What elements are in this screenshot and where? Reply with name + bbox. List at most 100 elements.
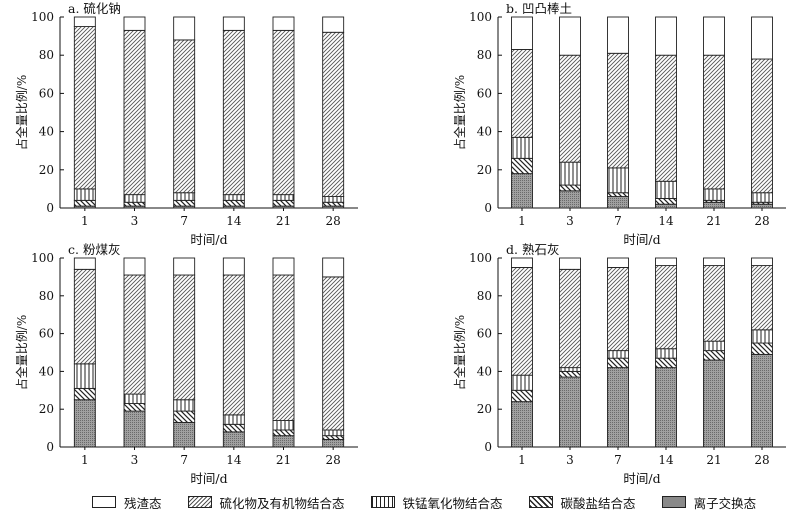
bar-segment-femn-1 [73,188,96,201]
legend-label-sulfide: 硫化物及有机物结合态 [219,495,345,511]
bar-segment-femn-3 [123,393,146,404]
bar-segment-carb-28 [322,201,345,207]
bar-segment-femn-28 [322,429,345,437]
bar-segment-femn-21 [703,188,725,201]
bar-segment-carb-7 [173,410,196,423]
panel-title: c. 粉煤灰 [68,242,120,257]
y-axis-label: 占全量比例/% [14,75,29,150]
y-tick-label: 40 [477,125,492,139]
bar-segment-ion-7 [607,367,629,448]
bar-segment-carb-3 [123,201,146,207]
bar-segment-sulfide-28 [322,276,345,431]
x-axis-label: 时间/d [623,471,660,486]
y-tick-label: 100 [469,251,492,265]
bar-segment-sulfide-21 [703,54,725,190]
bar-segment-femn-14 [222,414,245,425]
legend-item-femn: 铁锰氧化物结合态 [370,493,503,512]
legend-label-femn: 铁锰氧化物结合态 [402,495,503,511]
y-axis-label: 占全量比例/% [452,75,467,150]
legend-swatch-femn [370,496,395,508]
bar-segment-femn-1 [511,136,533,159]
bar-segment-ion-21 [272,435,295,448]
bar-segment-residual-1 [511,257,533,268]
bar-segment-ion-3 [559,190,581,209]
bar-segment-femn-7 [173,192,196,201]
bar-segment-femn-28 [751,192,773,203]
bar-segment-carb-3 [559,184,581,192]
bar-segment-carb-14 [655,197,677,205]
bar-segment-carb-1 [73,199,96,207]
panel-title: a. 硫化钠 [68,1,121,16]
bar-segment-sulfide-21 [703,265,725,342]
bar-segment-sulfide-7 [607,267,629,352]
legend-swatch-residual [92,496,116,508]
bar-segment-sulfide-1 [73,268,96,365]
y-tick-label: 100 [469,10,492,24]
bar-segment-sulfide-1 [73,26,96,190]
bar-segment-sulfide-14 [655,265,677,350]
bar-segment-residual-1 [73,16,96,28]
y-tick-label: 0 [484,201,492,215]
bar-segment-residual-7 [607,257,629,268]
x-axis-label: 时间/d [190,471,227,486]
x-tick-label: 7 [614,453,622,467]
bar-segment-sulfide-7 [173,274,196,401]
x-tick-label: 21 [276,453,291,467]
bar-segment-sulfide-14 [222,274,245,416]
bar-segment-femn-14 [222,194,245,201]
x-tick-label: 3 [131,453,139,467]
x-tick-label: 3 [131,214,139,228]
y-tick-label: 20 [477,402,492,416]
y-tick-label: 40 [39,125,54,139]
bar-segment-femn-3 [559,161,581,186]
y-tick-label: 100 [31,251,54,265]
y-tick-label: 40 [39,364,54,378]
y-tick-label: 20 [39,163,54,177]
y-tick-label: 60 [477,86,492,100]
bar-segment-femn-21 [272,420,295,431]
bar-segment-ion-7 [173,421,196,448]
y-tick-label: 0 [46,201,54,215]
y-tick-label: 80 [39,48,54,62]
bar-segment-sulfide-1 [511,267,533,376]
legend-label-carb: 碳酸盐结合态 [560,495,636,511]
y-tick-label: 0 [484,440,492,454]
bar-segment-ion-1 [511,401,533,448]
x-tick-label: 14 [658,214,674,228]
legend-item-sulfide: 硫化物及有机物结合态 [187,493,345,512]
bar-segment-femn-3 [559,367,581,372]
bar-segment-sulfide-28 [751,265,773,331]
bar-segment-ion-21 [703,359,725,448]
y-tick-label: 60 [477,327,492,341]
y-tick-label: 60 [39,327,54,341]
x-tick-label: 21 [706,453,721,467]
bar-segment-residual-28 [322,16,345,33]
legend-label-residual: 残渣态 [124,495,162,511]
bar-segment-sulfide-3 [123,274,146,395]
bar-segment-femn-3 [123,194,146,203]
bar-segment-sulfide-1 [511,49,533,138]
x-tick-label: 3 [566,453,574,467]
bar-segment-carb-3 [123,403,146,412]
x-axis-label: 时间/d [190,232,227,247]
panel-title: d. 熟石灰 [506,242,559,257]
bar-segment-residual-1 [511,16,533,50]
x-tick-label: 14 [226,453,242,467]
bar-segment-residual-7 [607,16,629,54]
bar-segment-ion-1 [511,173,533,209]
bar-segment-residual-14 [655,16,677,56]
bar-segment-ion-28 [322,438,345,448]
bar-segment-ion-7 [607,196,629,209]
y-tick-label: 20 [477,163,492,177]
y-tick-label: 80 [477,48,492,62]
legend-item-ion: 离子交换态 [661,493,756,512]
bar-segment-sulfide-21 [272,29,295,196]
bar-segment-residual-3 [123,257,146,276]
bar-segment-ion-14 [222,431,245,448]
x-tick-label: 21 [706,214,721,228]
